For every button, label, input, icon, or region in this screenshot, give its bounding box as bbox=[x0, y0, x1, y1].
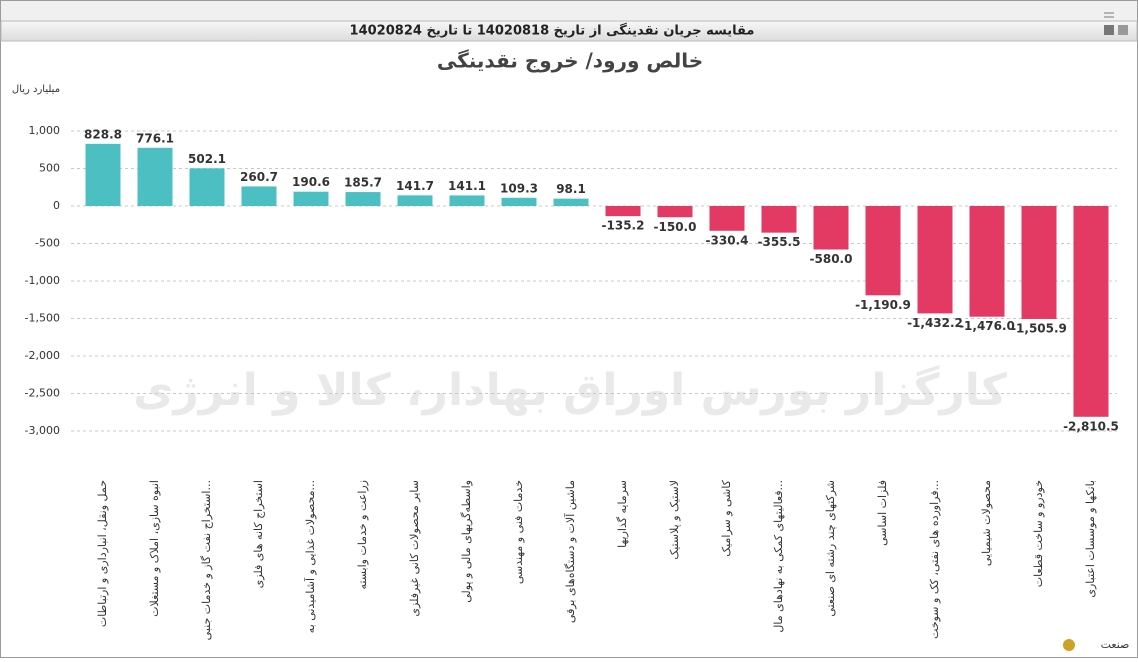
data-label: 141.7 bbox=[396, 179, 434, 193]
bar bbox=[1073, 206, 1109, 417]
bar bbox=[449, 195, 485, 206]
bar bbox=[761, 206, 797, 233]
data-label: -1,505.9 bbox=[1011, 321, 1067, 335]
x-tick-label: کاشی و سرامیک bbox=[720, 479, 733, 556]
data-label: 828.8 bbox=[84, 127, 122, 141]
x-tick-label: سایر محصولات کانی غیرفلزی bbox=[408, 480, 421, 617]
x-tick-label: محصولات غذایی و آشامیدنی به... bbox=[303, 480, 317, 633]
y-tick-label: -500 bbox=[35, 237, 60, 250]
x-tick-label: ماشین آلات و دستگاه‌های برقی bbox=[563, 480, 577, 623]
bar bbox=[137, 147, 173, 206]
chart-title: خالص ورود/ خروج نقدینگی bbox=[437, 49, 703, 73]
data-label: 98.1 bbox=[556, 182, 586, 196]
x-tick-label: شرکتهای چند رشته ای صنعتی bbox=[824, 480, 837, 617]
bar bbox=[917, 206, 953, 314]
data-label: 109.3 bbox=[500, 181, 538, 195]
data-label: 260.7 bbox=[240, 170, 278, 184]
window-title: مقایسه جریان نقدینگی از تاریخ 14020818 ت… bbox=[350, 23, 755, 39]
data-label: -580.0 bbox=[810, 252, 853, 266]
y-tick-label: -1,000 bbox=[25, 274, 60, 287]
x-tick-label: بانکها و موسسات اعتباری bbox=[1084, 480, 1097, 598]
data-label: 190.6 bbox=[292, 175, 330, 189]
y-axis-label: میلیارد ریال bbox=[12, 84, 60, 95]
data-label: -1,190.9 bbox=[855, 298, 911, 312]
y-tick-label: 0 bbox=[53, 199, 60, 212]
data-label: -2,810.5 bbox=[1063, 419, 1119, 433]
x-tick-label: استخراج نفت گاز و خدمات جنبی... bbox=[200, 480, 213, 640]
data-label: -330.4 bbox=[706, 233, 749, 247]
bar bbox=[865, 206, 901, 296]
watermark: کارگزار بورس اوراق بهادار، کالا و انرژی bbox=[133, 364, 1007, 416]
data-label: -135.2 bbox=[602, 219, 645, 233]
x-tick-label: فراورده های نفتی، کک و سوخت... bbox=[928, 480, 941, 639]
bar bbox=[605, 206, 641, 217]
menu-icon[interactable] bbox=[1104, 12, 1114, 18]
data-label: 185.7 bbox=[344, 176, 382, 190]
y-tick-label: -2,500 bbox=[25, 387, 60, 400]
y-tick-label: 1,000 bbox=[29, 124, 61, 137]
bar bbox=[501, 197, 537, 206]
bar bbox=[293, 191, 329, 206]
data-label: 776.1 bbox=[136, 131, 174, 145]
data-label: 502.1 bbox=[188, 152, 226, 166]
bar bbox=[85, 143, 121, 206]
bar bbox=[969, 206, 1005, 317]
top-strip bbox=[1, 1, 1137, 21]
y-tick-label: -3,000 bbox=[25, 424, 60, 437]
x-tick-label: فلزات اساسی bbox=[876, 480, 889, 546]
x-tick-label: حمل ونقل، انبارداری و ارتباطات bbox=[96, 480, 109, 627]
bar bbox=[1021, 206, 1057, 319]
x-tick-label: زراعت و خدمات وابسته bbox=[356, 480, 369, 589]
bar bbox=[813, 206, 849, 250]
x-tick-label: واسطه‌گریهای مالی و پولی bbox=[460, 480, 473, 603]
bar bbox=[241, 186, 277, 206]
data-label: -1,476.0 bbox=[959, 319, 1015, 333]
bar bbox=[553, 198, 589, 206]
data-label: 141.1 bbox=[448, 179, 486, 193]
settings-icon[interactable] bbox=[1063, 639, 1075, 651]
y-tick-label: -2,000 bbox=[25, 349, 60, 362]
bar bbox=[657, 206, 693, 218]
bar bbox=[345, 192, 381, 206]
data-label: -1,432.2 bbox=[907, 316, 963, 330]
y-tick-label: 500 bbox=[39, 162, 60, 175]
x-axis-label: صنعت bbox=[1101, 638, 1130, 651]
bar bbox=[189, 168, 225, 206]
x-tick-label: انبوه سازی، املاک و مستغلات bbox=[148, 480, 161, 617]
x-tick-label: استخراج کانه های فلزی bbox=[252, 480, 265, 588]
x-tick-label: خودرو و ساخت قطعات bbox=[1032, 480, 1045, 587]
bar bbox=[397, 195, 433, 206]
export-icon[interactable] bbox=[1118, 25, 1128, 35]
y-tick-label: -1,500 bbox=[25, 312, 60, 325]
data-label: -150.0 bbox=[654, 220, 697, 234]
title-bar bbox=[0, 20, 1138, 42]
x-tick-label: فعالیتهای کمکی به نهادهای مال... bbox=[772, 480, 785, 633]
bar bbox=[709, 206, 745, 231]
print-icon[interactable] bbox=[1104, 25, 1114, 35]
x-tick-label: خدمات فنی و مهندسی bbox=[512, 480, 525, 584]
x-tick-label: سرمایه گذاریها bbox=[616, 480, 629, 548]
data-label: -355.5 bbox=[758, 235, 801, 249]
x-tick-label: محصولات شیمیایی bbox=[980, 480, 993, 566]
x-tick-label: لاستیک و پلاستیک bbox=[668, 480, 681, 560]
